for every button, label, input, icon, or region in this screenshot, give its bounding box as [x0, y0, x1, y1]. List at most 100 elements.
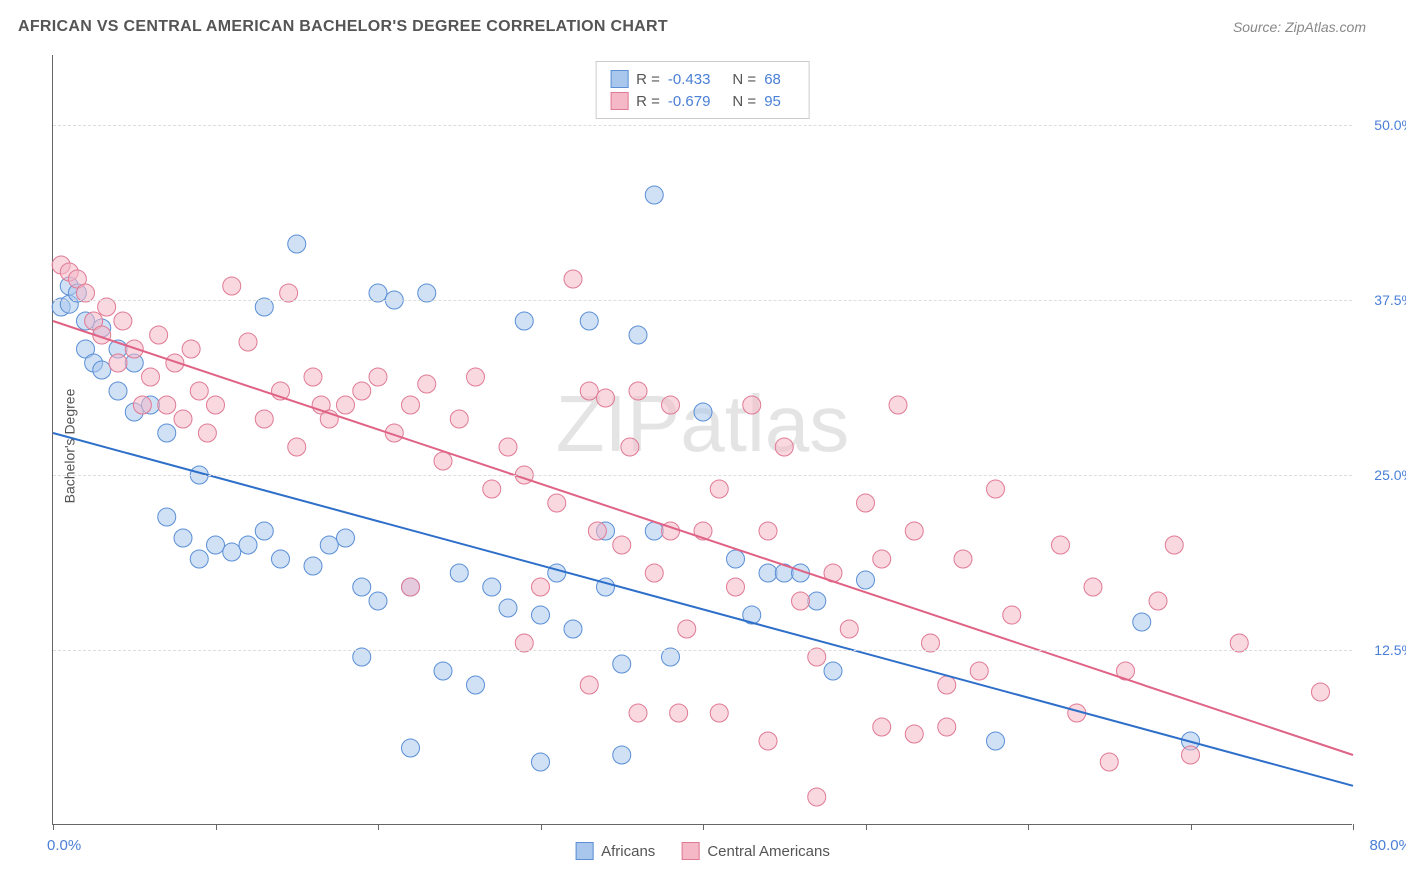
data-point — [824, 662, 842, 680]
data-point — [450, 564, 468, 582]
data-point — [1312, 683, 1330, 701]
x-tick — [541, 824, 542, 830]
n-label: N = — [732, 71, 756, 88]
data-point — [337, 396, 355, 414]
data-point — [564, 620, 582, 638]
data-point — [223, 543, 241, 561]
data-point — [588, 522, 606, 540]
stats-legend-row: R = -0.679 N = 95 — [610, 90, 795, 112]
legend-swatch — [681, 842, 699, 860]
data-point — [1149, 592, 1167, 610]
data-point — [629, 704, 647, 722]
data-point — [759, 522, 777, 540]
data-point — [467, 368, 485, 386]
data-point — [548, 564, 566, 582]
data-point — [580, 676, 598, 694]
grid-line — [53, 475, 1352, 476]
source-attribution: Source: ZipAtlas.com — [1233, 19, 1366, 35]
data-point — [239, 536, 257, 554]
data-point — [1133, 613, 1151, 631]
data-point — [580, 382, 598, 400]
series-legend: Africans Central Americans — [575, 842, 830, 860]
grid-line — [53, 300, 1352, 301]
data-point — [1052, 536, 1070, 554]
data-point — [255, 522, 273, 540]
data-point — [808, 788, 826, 806]
data-point — [532, 606, 550, 624]
data-point — [255, 410, 273, 428]
data-point — [873, 718, 891, 736]
x-tick — [378, 824, 379, 830]
data-point — [1100, 753, 1118, 771]
y-tick-label: 25.0% — [1374, 467, 1406, 483]
data-point — [792, 592, 810, 610]
data-point — [239, 333, 257, 351]
data-point — [905, 522, 923, 540]
data-point — [190, 550, 208, 568]
data-point — [304, 557, 322, 575]
y-tick-label: 12.5% — [1374, 642, 1406, 658]
legend-swatch — [610, 70, 628, 88]
data-point — [857, 494, 875, 512]
data-point — [629, 326, 647, 344]
data-point — [662, 396, 680, 414]
stats-legend: R = -0.433 N = 68 R = -0.679 N = 95 — [595, 61, 810, 119]
n-label: N = — [732, 93, 756, 110]
data-point — [499, 438, 517, 456]
data-point — [434, 452, 452, 470]
data-point — [174, 410, 192, 428]
data-point — [938, 718, 956, 736]
data-point — [857, 571, 875, 589]
data-point — [114, 312, 132, 330]
data-point — [174, 529, 192, 547]
data-point — [532, 578, 550, 596]
legend-item: Africans — [575, 842, 655, 860]
legend-swatch — [610, 92, 628, 110]
data-point — [402, 396, 420, 414]
data-point — [515, 312, 533, 330]
data-point — [223, 277, 241, 295]
data-point — [759, 732, 777, 750]
data-point — [1182, 746, 1200, 764]
grid-line — [53, 125, 1352, 126]
n-value: 68 — [764, 71, 781, 88]
x-tick — [216, 824, 217, 830]
data-point — [434, 662, 452, 680]
legend-item: Central Americans — [681, 842, 830, 860]
data-point — [320, 536, 338, 554]
data-point — [532, 753, 550, 771]
data-point — [613, 655, 631, 673]
data-point — [678, 620, 696, 638]
data-point — [629, 382, 647, 400]
data-point — [158, 508, 176, 526]
data-point — [743, 396, 761, 414]
data-point — [987, 480, 1005, 498]
scatter-svg — [53, 55, 1352, 824]
data-point — [133, 396, 151, 414]
data-point — [353, 578, 371, 596]
data-point — [645, 564, 663, 582]
r-value: -0.679 — [668, 93, 711, 110]
data-point — [450, 410, 468, 428]
data-point — [109, 382, 127, 400]
data-point — [954, 550, 972, 568]
data-point — [402, 739, 420, 757]
data-point — [710, 704, 728, 722]
data-point — [613, 746, 631, 764]
data-point — [1084, 578, 1102, 596]
data-point — [597, 389, 615, 407]
data-point — [889, 396, 907, 414]
data-point — [467, 676, 485, 694]
x-tick — [53, 824, 54, 830]
data-point — [727, 578, 745, 596]
r-value: -0.433 — [668, 71, 711, 88]
r-label: R = — [636, 93, 660, 110]
data-point — [483, 578, 501, 596]
data-point — [158, 396, 176, 414]
data-point — [621, 438, 639, 456]
data-point — [369, 592, 387, 610]
data-point — [304, 368, 322, 386]
x-tick — [1191, 824, 1192, 830]
r-label: R = — [636, 71, 660, 88]
n-value: 95 — [764, 93, 781, 110]
